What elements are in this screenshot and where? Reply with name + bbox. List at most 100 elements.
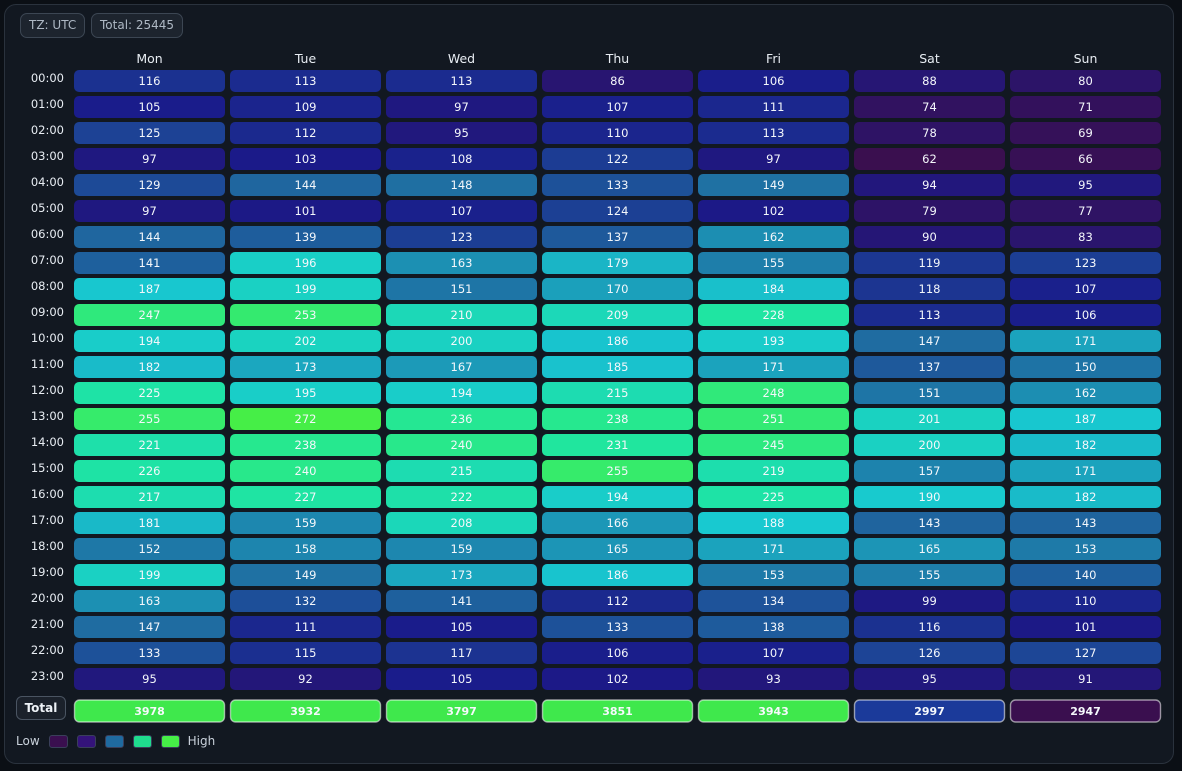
hour-label: 06:00 — [31, 227, 64, 241]
cell-value: 112 — [295, 126, 317, 140]
heatmap-cell — [386, 616, 537, 638]
cell-value: 225 — [763, 490, 785, 504]
heatmap-cell — [698, 148, 849, 170]
heatmap-cell — [1010, 486, 1161, 508]
heatmap-cell — [542, 668, 693, 690]
hour-label: 07:00 — [31, 253, 64, 267]
cell-value: 181 — [139, 516, 161, 530]
heatmap-cell — [74, 278, 225, 300]
heatmap-cell — [74, 356, 225, 378]
heatmap-cell — [698, 486, 849, 508]
heatmap-cell — [386, 278, 537, 300]
heatmap-cell — [230, 226, 381, 248]
heatmap-cell — [854, 460, 1005, 482]
heatmap-cell — [854, 486, 1005, 508]
cell-value: 78 — [922, 126, 937, 140]
legend-high-label: High — [187, 734, 216, 748]
cell-value: 113 — [451, 74, 473, 88]
heatmap-cell — [386, 460, 537, 482]
cell-value: 123 — [451, 230, 473, 244]
cell-value: 139 — [295, 230, 317, 244]
heatmap-cell — [854, 148, 1005, 170]
cell-value: 88 — [922, 74, 937, 88]
heatmap-cell — [698, 434, 849, 456]
cell-value: 123 — [1075, 256, 1097, 270]
heatmap-cell — [542, 460, 693, 482]
hour-label: 03:00 — [31, 149, 64, 163]
heatmap-cell — [74, 486, 225, 508]
heatmap-cell — [854, 304, 1005, 326]
hour-label: 14:00 — [31, 435, 64, 449]
cell-value: 199 — [295, 282, 317, 296]
cell-value: 209 — [607, 308, 629, 322]
cell-value: 113 — [919, 308, 941, 322]
cell-value: 143 — [919, 516, 941, 530]
cell-value: 105 — [451, 620, 473, 634]
cell-value: 97 — [142, 204, 157, 218]
heatmap-cell — [1010, 356, 1161, 378]
heatmap-cell — [698, 564, 849, 586]
cell-value: 184 — [763, 282, 785, 296]
cell-value: 238 — [295, 438, 317, 452]
total-badge[interactable]: Total: 25445 — [91, 13, 184, 38]
cell-value: 194 — [607, 490, 629, 504]
cell-value: 144 — [295, 178, 317, 192]
hour-label: 13:00 — [31, 409, 64, 423]
cell-value: 194 — [451, 386, 473, 400]
cell-value: 141 — [139, 256, 161, 270]
cell-value: 182 — [1075, 490, 1097, 504]
heatmap-cell — [386, 122, 537, 144]
heatmap-cell — [1010, 382, 1161, 404]
heatmap-cell — [1010, 122, 1161, 144]
cell-value: 97 — [142, 152, 157, 166]
cell-value: 150 — [1075, 360, 1097, 374]
cell-value: 147 — [139, 620, 161, 634]
day-label: Thu — [605, 51, 629, 66]
heatmap-cell — [230, 564, 381, 586]
cell-value: 210 — [451, 308, 473, 322]
heatmap-cell — [74, 122, 225, 144]
heatmap-cell — [854, 200, 1005, 222]
heatmap-cell — [542, 252, 693, 274]
total-row-button[interactable]: Total — [16, 696, 66, 720]
cell-value: 238 — [607, 412, 629, 426]
total-cell — [229, 699, 382, 723]
heatmap-cell — [230, 70, 381, 92]
cell-value: 144 — [139, 230, 161, 244]
heatmap-cell — [854, 122, 1005, 144]
timezone-badge[interactable]: TZ: UTC — [20, 13, 86, 38]
heatmap-cell — [1010, 538, 1161, 560]
heatmap-cell — [698, 616, 849, 638]
cell-value: 118 — [919, 282, 941, 296]
heatmap-cell — [854, 590, 1005, 612]
heatmap-cell — [854, 226, 1005, 248]
cell-value: 248 — [763, 386, 785, 400]
cell-value: 66 — [1078, 152, 1093, 166]
cell-value: 147 — [919, 334, 941, 348]
total-value: 3797 — [446, 705, 477, 718]
cell-value: 153 — [1075, 542, 1097, 556]
cell-value: 163 — [451, 256, 473, 270]
cell-value: 115 — [295, 646, 317, 660]
heatmap-cell — [854, 668, 1005, 690]
cell-value: 255 — [139, 412, 161, 426]
cell-value: 79 — [922, 204, 937, 218]
day-label: Sat — [919, 51, 940, 66]
cell-value: 193 — [763, 334, 785, 348]
heatmap-cell — [698, 70, 849, 92]
heatmap-cell — [386, 356, 537, 378]
hour-label: 22:00 — [31, 643, 64, 657]
hour-label: 19:00 — [31, 565, 64, 579]
day-label: Mon — [136, 51, 162, 66]
heatmap-cell — [542, 538, 693, 560]
cell-value: 111 — [763, 100, 785, 114]
heatmap-cell — [74, 590, 225, 612]
cell-value: 116 — [919, 620, 941, 634]
heatmap-cell — [698, 200, 849, 222]
heatmap-cell — [698, 226, 849, 248]
cell-value: 162 — [763, 230, 785, 244]
heatmap-cell — [74, 460, 225, 482]
cell-value: 143 — [1075, 516, 1097, 530]
heatmap-cell — [230, 512, 381, 534]
cell-value: 69 — [1078, 126, 1093, 140]
